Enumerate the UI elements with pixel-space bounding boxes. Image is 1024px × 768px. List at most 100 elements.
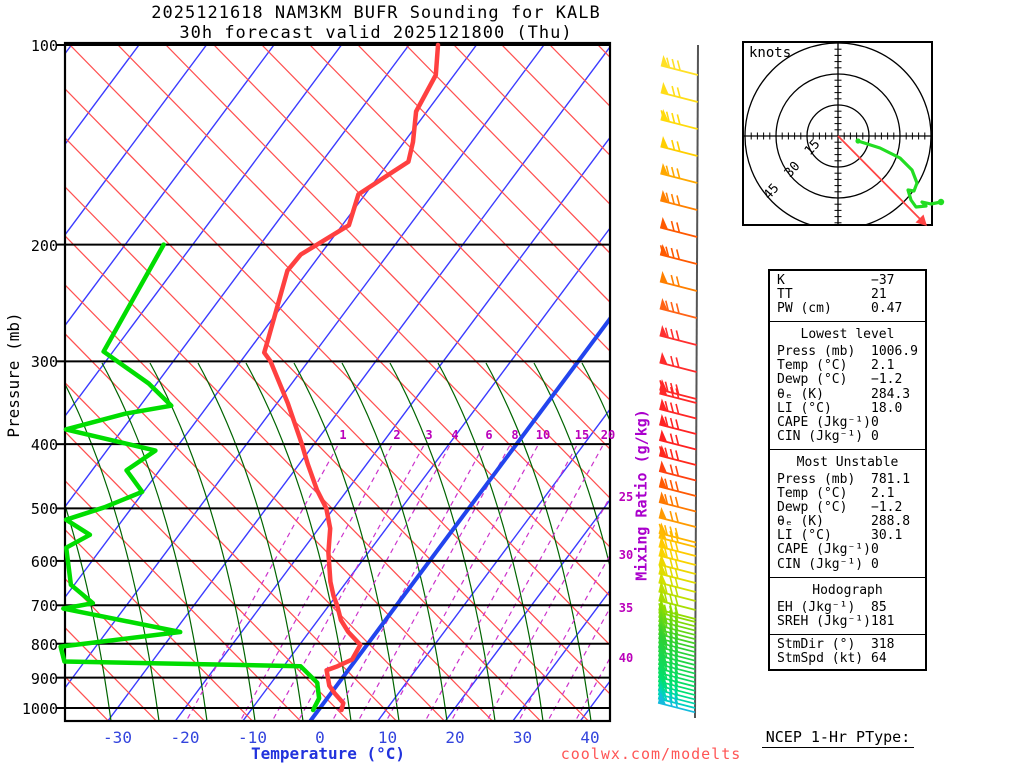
mixing-ratio-line: [450, 445, 604, 721]
indices-row-label: LI (°C): [777, 528, 832, 544]
ptype-title: NCEP 1-Hr PType:: [761, 728, 915, 748]
wind-barb-feather: [669, 566, 674, 578]
wind-barb-pennant: [659, 325, 668, 338]
mixing-ratio-label: 15: [574, 428, 590, 442]
wind-barb-feather: [664, 416, 669, 427]
indices-table-section: Most Unstable Press (mb) 781.1 Temp (°C) 2.1…: [770, 448, 925, 575]
wind-barb-pennant: [659, 414, 668, 427]
moist-adiabat-line: [341, 362, 448, 721]
mixing-ratio-label: 3: [425, 428, 433, 442]
wind-barb-feather: [674, 654, 679, 665]
wind-barb: [659, 352, 697, 373]
wind-barb-pennant: [658, 507, 667, 520]
wind-barb-feather: [675, 276, 680, 287]
wind-barb-feather: [665, 246, 670, 257]
wind-barb-feather: [670, 328, 675, 340]
wind-barb-feather: [659, 245, 664, 256]
wind-barb: [658, 429, 697, 451]
wind-barb-feather: [663, 583, 668, 594]
indices-row-value: 0: [871, 428, 879, 444]
mixing-ratio-line: [547, 606, 610, 721]
wind-barb-feather: [668, 635, 673, 647]
mixing-ratio-label: 2: [393, 428, 401, 442]
wind-barb-pennant: [660, 163, 669, 176]
wind-barb-feather: [665, 300, 670, 311]
dry-adiabat-line: [65, 381, 397, 721]
mixing-ratio-line: [424, 445, 578, 721]
wind-barb-pennant: [658, 554, 667, 567]
pressure-tick-label: 200: [30, 236, 58, 255]
wind-barb-pennant: [659, 298, 668, 311]
wind-barb-feather: [663, 538, 669, 549]
indices-row-value: 18.0: [871, 400, 903, 416]
wind-barb-feather: [676, 222, 681, 233]
wind-barb-feather: [669, 557, 674, 569]
wind-barb-pennant: [658, 572, 667, 585]
wind-barb-feather: [668, 653, 673, 664]
dry-adiabat-line: [307, 43, 610, 353]
moist-adiabat-line: [581, 362, 610, 423]
wind-barb-pennant: [659, 383, 668, 396]
wind-barb-feather: [669, 548, 674, 560]
wind-barb: [660, 82, 698, 103]
wind-barb-feather: [668, 614, 674, 625]
indices-section-header: Hodograph: [812, 582, 883, 598]
wind-barb: [659, 298, 697, 319]
wind-barb-feather: [669, 495, 674, 506]
wind-barb-feather: [674, 693, 679, 704]
wind-barb-feather: [675, 403, 680, 415]
dry-adiabat-line: [65, 528, 253, 721]
wind-barb-feather: [674, 633, 679, 644]
wind-barb-feather: [674, 650, 679, 661]
wind-barb-feather: [669, 575, 674, 587]
wind-barb-feather: [674, 658, 679, 670]
wind-barb: [659, 244, 698, 265]
moist-adiabat-line: [533, 362, 610, 570]
indices-row: Press (mb) 1006.9: [770, 345, 925, 359]
mixing-ratio-label: 10: [535, 428, 551, 442]
wind-barb-feather: [663, 690, 668, 701]
wind-barb-feather: [670, 193, 675, 205]
wind-barb-feather: [674, 663, 679, 674]
watermark-link[interactable]: coolwx.com/modelts: [560, 745, 742, 763]
wind-barb: [659, 383, 697, 404]
wind-barb: [658, 545, 696, 566]
wind-barb-feather: [663, 647, 668, 658]
indices-row-value: 181: [871, 613, 895, 629]
chart-title: 2025121618 NAM3KM BUFR Sounding for KALB: [151, 3, 601, 23]
wind-barb-feather: [668, 683, 673, 694]
isotherm-line: [107, 45, 610, 721]
temperature-tick-label: -20: [170, 728, 200, 747]
wind-barb-feather: [668, 678, 673, 690]
indices-row-value: 0: [871, 414, 879, 430]
isotherm-line: [65, 43, 479, 599]
indices-row-value: 1006.9: [871, 344, 918, 360]
wind-barb-feather: [674, 641, 679, 653]
wind-barb-feather: [674, 684, 679, 696]
wind-barb-feather: [676, 141, 681, 152]
wind-barb-feather: [670, 247, 675, 259]
indices-row-label: CIN (Jkg⁻¹): [777, 428, 864, 444]
indices-row-value: 318: [871, 636, 895, 652]
pressure-tick-label: 400: [30, 436, 58, 455]
indices-row-value: 2.1: [871, 358, 895, 374]
pressure-tick-label: 1000: [21, 700, 58, 718]
wind-barb-feather: [674, 607, 679, 618]
wind-barb: [658, 491, 697, 513]
dry-adiabat-line: [355, 43, 610, 304]
wind-barb-feather: [668, 670, 673, 681]
mixing-ratio-line: [385, 445, 539, 721]
wind-barb-pennant: [660, 190, 669, 203]
wind-barb-feather: [674, 671, 679, 683]
freezing-isotherm-line: [308, 315, 610, 721]
wind-barb-feather: [668, 696, 673, 707]
temperature-tick-label: -10: [238, 728, 267, 747]
wind-barb-feather: [668, 644, 673, 655]
wind-barb: [658, 507, 697, 528]
temperature-tick-label: 0: [315, 728, 325, 747]
indices-row: SREH (Jkg⁻¹) 181: [770, 613, 925, 629]
wind-barb-feather: [665, 192, 670, 203]
wind-barb-feather: [668, 623, 674, 634]
